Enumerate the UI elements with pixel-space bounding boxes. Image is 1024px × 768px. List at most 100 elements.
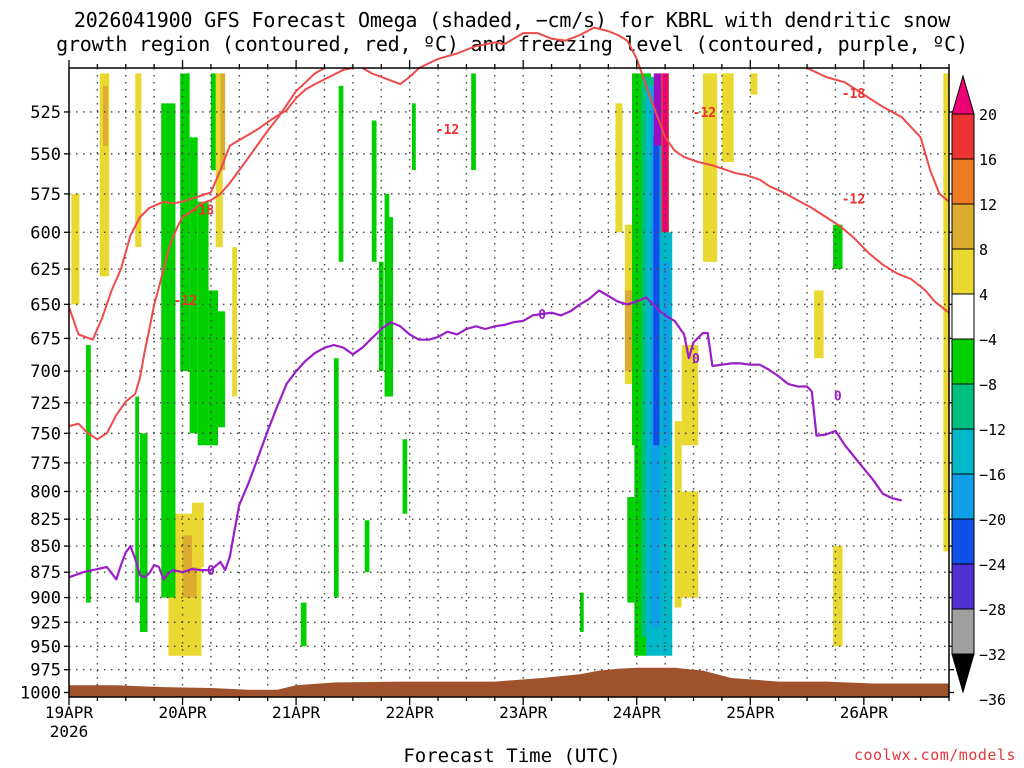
omega-cell	[833, 546, 843, 647]
contour-layer: -12 -12 -12 -12 -18 -18 0 0 0 0	[68, 26, 950, 581]
y-tick-label: 800	[30, 482, 61, 502]
omega-cell	[103, 85, 108, 146]
omega-cell	[378, 261, 384, 372]
y-tick-label: 900	[30, 589, 61, 609]
colorbar-swatch	[951, 158, 975, 205]
y-tick-label: 925	[30, 613, 61, 633]
colorbar-label: 16	[979, 151, 997, 169]
y-tick-label: 1000	[20, 684, 61, 704]
omega-cell	[139, 433, 148, 632]
omega-cell	[364, 520, 370, 573]
colorbar-label: −36	[979, 691, 1006, 709]
omega-cell	[833, 224, 843, 270]
omega-shading	[71, 73, 949, 656]
colorbar-swatch	[951, 203, 975, 250]
omega-cell	[814, 290, 824, 359]
y-axis-ticks: 525 550 575 600 625 650 675 700 725 750 775 800 825 8…	[20, 103, 954, 704]
y-tick-label: 575	[30, 185, 61, 205]
colorbar-label: −32	[979, 646, 1006, 664]
omega-cell	[653, 137, 660, 446]
omega-cell	[180, 73, 190, 372]
omega-cell	[218, 311, 226, 428]
omega-cell	[192, 502, 204, 568]
plot-frame	[68, 67, 950, 698]
y-tick-label: 850	[30, 537, 61, 557]
y-tick-label: 525	[30, 103, 61, 123]
colorbar-swatch	[951, 608, 975, 655]
x-tick-label: 25APR	[726, 703, 775, 722]
omega-cell	[99, 73, 110, 277]
omega-cell	[371, 120, 377, 262]
omega-cell	[86, 345, 91, 603]
y-tick-label: 775	[30, 454, 61, 474]
omega-cell	[721, 73, 734, 163]
colorbar-label: 20	[979, 106, 997, 124]
y-tick-label: 875	[30, 563, 61, 583]
omega-cell	[402, 439, 408, 514]
omega-cell	[388, 217, 394, 397]
dgz-contour-label: -12	[693, 106, 716, 121]
x-tick-label: 24APR	[613, 703, 662, 722]
x-axis-title: Forecast Time (UTC)	[403, 745, 621, 767]
omega-cell	[300, 602, 307, 647]
omega-cell	[624, 290, 635, 372]
omega-cell	[232, 247, 237, 397]
dgz-contour-line	[806, 67, 950, 203]
omega-cell	[135, 73, 142, 248]
freezing-contour-label: 0	[207, 564, 215, 579]
colorbar-label: −8	[979, 376, 997, 394]
colorbar-label: −4	[979, 331, 997, 349]
colorbar-swatch	[951, 383, 975, 430]
colorbar: 20 16 12 8 4 −4 −8 −12 −16 −20 −24 −28 −32 −36	[951, 74, 1006, 709]
colorbar-swatch	[951, 518, 975, 565]
x-tick-label: 22APR	[386, 703, 435, 722]
colorbar-label: 4	[979, 286, 988, 304]
dgz-contour-label: -12	[174, 294, 197, 309]
freezing-contour-label: 0	[692, 352, 700, 367]
terrain-layer	[69, 667, 949, 697]
x-tick-label: 19APR	[45, 703, 94, 722]
credit-text: coolwx.com/models	[853, 746, 1016, 764]
colorbar-label: 8	[979, 241, 988, 259]
dgz-contour-label: -12	[842, 193, 865, 208]
freezing-contour-label: 0	[834, 389, 842, 404]
dgz-contour-label: -12	[436, 123, 459, 138]
colorbar-label: −12	[979, 421, 1006, 439]
y-tick-label: 825	[30, 510, 61, 530]
freezing-contour-label: 0	[538, 308, 546, 323]
omega-cell	[679, 491, 699, 598]
y-tick-label: 650	[30, 295, 61, 315]
y-tick-label: 750	[30, 424, 61, 444]
omega-cell	[210, 73, 219, 171]
colorbar-label: −16	[979, 466, 1006, 484]
colorbar-bottom-triangle	[951, 653, 975, 694]
freezing-contour-line	[68, 289, 902, 581]
omega-cell	[135, 396, 140, 603]
y-tick-label: 950	[30, 637, 61, 657]
omega-cell	[750, 73, 758, 95]
colorbar-swatch	[951, 293, 975, 340]
omega-cell	[653, 73, 662, 146]
omega-cell	[197, 201, 209, 446]
y-tick-label: 625	[30, 260, 61, 280]
colorbar-label: −24	[979, 556, 1006, 574]
plot-border	[68, 67, 950, 698]
colorbar-label: −28	[979, 601, 1006, 619]
omega-cell	[662, 261, 670, 446]
y-tick-label: 600	[30, 223, 61, 243]
omega-cell	[674, 421, 682, 608]
y-tick-label: 550	[30, 145, 61, 165]
colorbar-top-triangle	[951, 74, 975, 115]
chart-title-line-1: 2026041900 GFS Forecast Omega (shaded, −…	[73, 8, 951, 32]
omega-cell	[161, 103, 176, 598]
y-tick-label: 975	[30, 661, 61, 681]
omega-cell	[333, 358, 339, 598]
colorbar-swatch	[951, 473, 975, 520]
omega-cell	[943, 73, 949, 552]
colorbar-label: −20	[979, 511, 1006, 529]
colorbar-swatch	[951, 338, 975, 385]
colorbar-swatch	[951, 563, 975, 610]
dgz-contour-line	[68, 67, 325, 441]
